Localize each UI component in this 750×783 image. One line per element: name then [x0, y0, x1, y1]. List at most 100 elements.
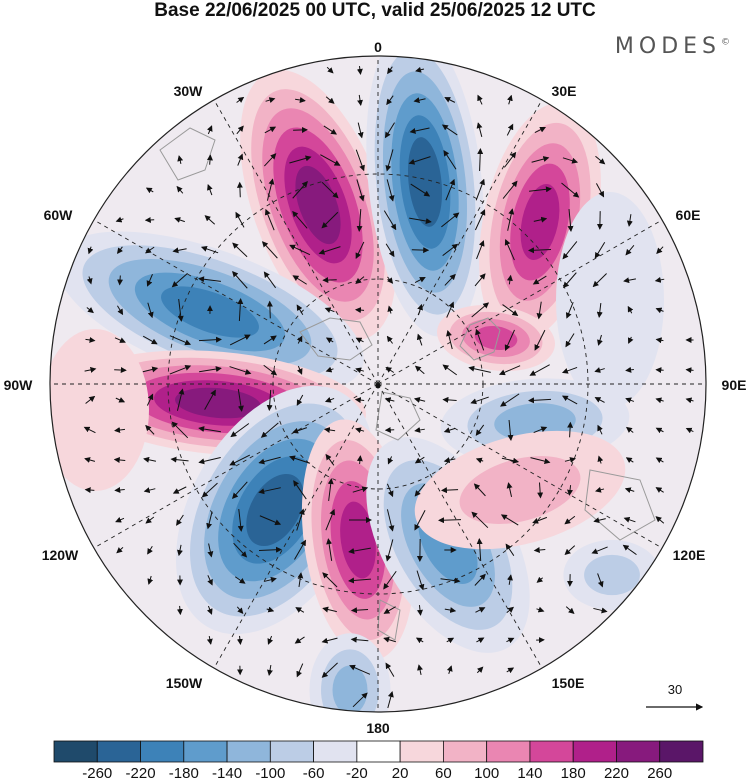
colorbar-swatch-0 [53, 740, 98, 763]
map-boundary [49, 55, 707, 713]
colorbar-tick-label: -100 [255, 765, 286, 782]
wind-arrow-3 [415, 66, 425, 73]
wind-arrow-31 [320, 154, 341, 166]
wind-arrow-113 [623, 277, 636, 284]
wind-arrow-146 [416, 333, 423, 346]
wind-arrow-69 [474, 209, 486, 231]
wind-arrow-198 [83, 426, 96, 434]
wind-arrow-170 [498, 365, 521, 376]
wind-arrow-292 [533, 547, 546, 554]
wind-arrow-90 [528, 247, 552, 254]
lon-label-180: 180 [366, 720, 390, 736]
wind-arrow-121 [266, 300, 273, 319]
wind-arrow-235 [564, 457, 576, 463]
colorbar-tick-label: -260 [82, 765, 113, 782]
wind-arrow-300 [263, 576, 277, 583]
colorbar-tick-label: -220 [125, 765, 156, 782]
colorbar-swatch-6 [313, 740, 358, 763]
wind-arrow-246 [293, 480, 307, 500]
wind-arrow-304 [383, 570, 397, 590]
wind-arrow-125 [387, 305, 394, 314]
colorbar-swatch-12 [572, 740, 617, 763]
wind-arrow-286 [348, 547, 371, 554]
wind-arrow-105 [387, 276, 394, 284]
wind-arrow-257 [624, 487, 635, 494]
wind-arrow-179 [146, 393, 154, 406]
wind-arrow-6 [295, 97, 306, 103]
wind-arrow-97 [146, 273, 153, 287]
wind-arrow-134 [655, 307, 664, 314]
wind-arrow-147 [446, 330, 453, 350]
wind-arrow-94 [656, 246, 664, 255]
wind-arrow-205 [292, 427, 308, 434]
colorbar-tick-label: 220 [603, 765, 629, 782]
wind-arrow-52 [475, 178, 485, 201]
wind-arrow-237 [625, 457, 634, 464]
wind-arrow-282 [233, 542, 248, 558]
wind-arrow-311 [597, 573, 604, 588]
wind-arrow-202 [198, 426, 221, 433]
wind-arrow-278 [116, 546, 124, 554]
wind-arrow-210 [443, 427, 456, 434]
wind-arrow-163 [296, 365, 303, 375]
wind-arrow-256 [595, 486, 605, 493]
wind-arrow-43 [207, 184, 213, 196]
wind-arrow-216 [625, 426, 634, 433]
wind-arrow-24 [506, 123, 514, 136]
colorbar-tick-label: -140 [212, 765, 243, 782]
wind-arrow-189 [442, 396, 457, 403]
wind-arrow-120 [237, 298, 244, 322]
wind-arrow-322 [475, 607, 486, 613]
south-pole-marker [375, 383, 381, 389]
wind-arrow-348 [506, 667, 515, 674]
wind-arrow-87 [442, 243, 459, 257]
anomaly-center-4 [437, 304, 555, 372]
wind-arrow-283 [258, 546, 282, 553]
lon-label-120e: 120E [673, 547, 706, 563]
wind-arrow-96 [117, 275, 124, 286]
wind-arrow-132 [596, 302, 603, 318]
wind-arrow-40 [595, 155, 606, 165]
wind-arrow-56 [595, 183, 605, 198]
wind-arrow-9 [386, 95, 394, 106]
wind-arrow-107 [444, 273, 456, 286]
wind-arrow-109 [506, 274, 513, 285]
wind-arrow-308 [507, 574, 513, 585]
wind-arrow-54 [529, 186, 552, 193]
wind-arrow-323 [506, 606, 515, 614]
wind-arrow-84 [355, 241, 365, 259]
colorbar-tick-label: 140 [517, 765, 543, 782]
colorbar-tick-label: -180 [168, 765, 199, 782]
wind-arrow-332 [350, 636, 369, 643]
wind-arrow-293 [564, 545, 576, 556]
colorbar-swatch-3 [183, 740, 228, 763]
anomaly-field-layer [50, 56, 664, 712]
wind-arrow-123 [324, 307, 335, 313]
colorbar-swatch-11 [529, 740, 574, 763]
wind-arrow-140 [229, 334, 251, 346]
wind-arrow-171 [529, 364, 550, 376]
wind-arrow-228 [356, 455, 363, 464]
wind-arrow-319 [383, 606, 396, 614]
colorbar-tick-label: 100 [474, 765, 500, 782]
wind-arrow-335 [446, 637, 455, 644]
wind-arrow-255 [567, 485, 573, 496]
wind-arrow-318 [350, 607, 369, 614]
wind-arrow-349 [352, 692, 368, 708]
wind-arrow-184 [296, 394, 304, 406]
wind-arrow-63 [292, 210, 308, 229]
wind-arrow-150 [534, 329, 546, 351]
wind-arrow-215 [597, 424, 603, 435]
wind-arrow-329 [267, 635, 274, 645]
wind-arrow-236 [597, 455, 604, 464]
wind-arrow-218 [685, 427, 694, 434]
map-title: Base 22/06/2025 00 UTC, valid 25/06/2025… [154, 0, 596, 21]
colorbar-swatch-1 [96, 740, 141, 763]
wind-arrow-250 [414, 483, 426, 497]
wind-arrow-51 [445, 178, 456, 201]
wind-arrow-229 [387, 456, 394, 465]
colorbar-tick-label: 20 [391, 765, 409, 782]
wind-arrow-336 [476, 637, 485, 644]
wind-arrow-99 [198, 276, 221, 283]
wind-arrow-312 [176, 605, 183, 616]
